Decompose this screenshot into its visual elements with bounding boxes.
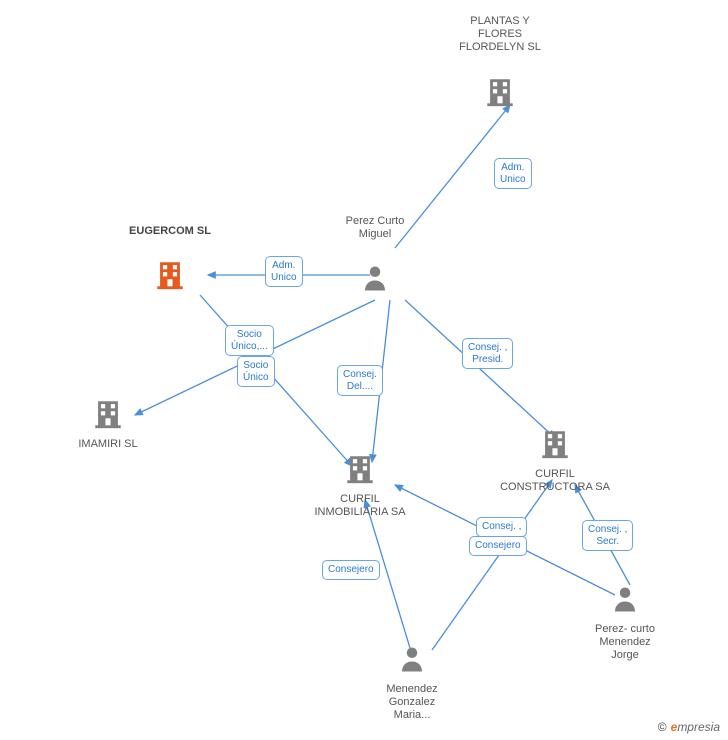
copyright: ©empresia [658, 720, 720, 734]
edge-line [575, 485, 630, 585]
network-diagram: PLANTAS Y FLORES FLORDELYN SL EUGERCOM S… [0, 0, 728, 740]
brand-rest: mpresia [677, 720, 720, 734]
edge-line [405, 300, 555, 438]
edge-line [395, 485, 615, 595]
edge-line [395, 105, 510, 248]
edges-layer [0, 0, 728, 740]
edge-line [200, 295, 352, 466]
edge-line [372, 300, 390, 462]
edge-line [432, 480, 552, 650]
edge-line [365, 500, 410, 648]
copyright-symbol: © [658, 720, 667, 734]
